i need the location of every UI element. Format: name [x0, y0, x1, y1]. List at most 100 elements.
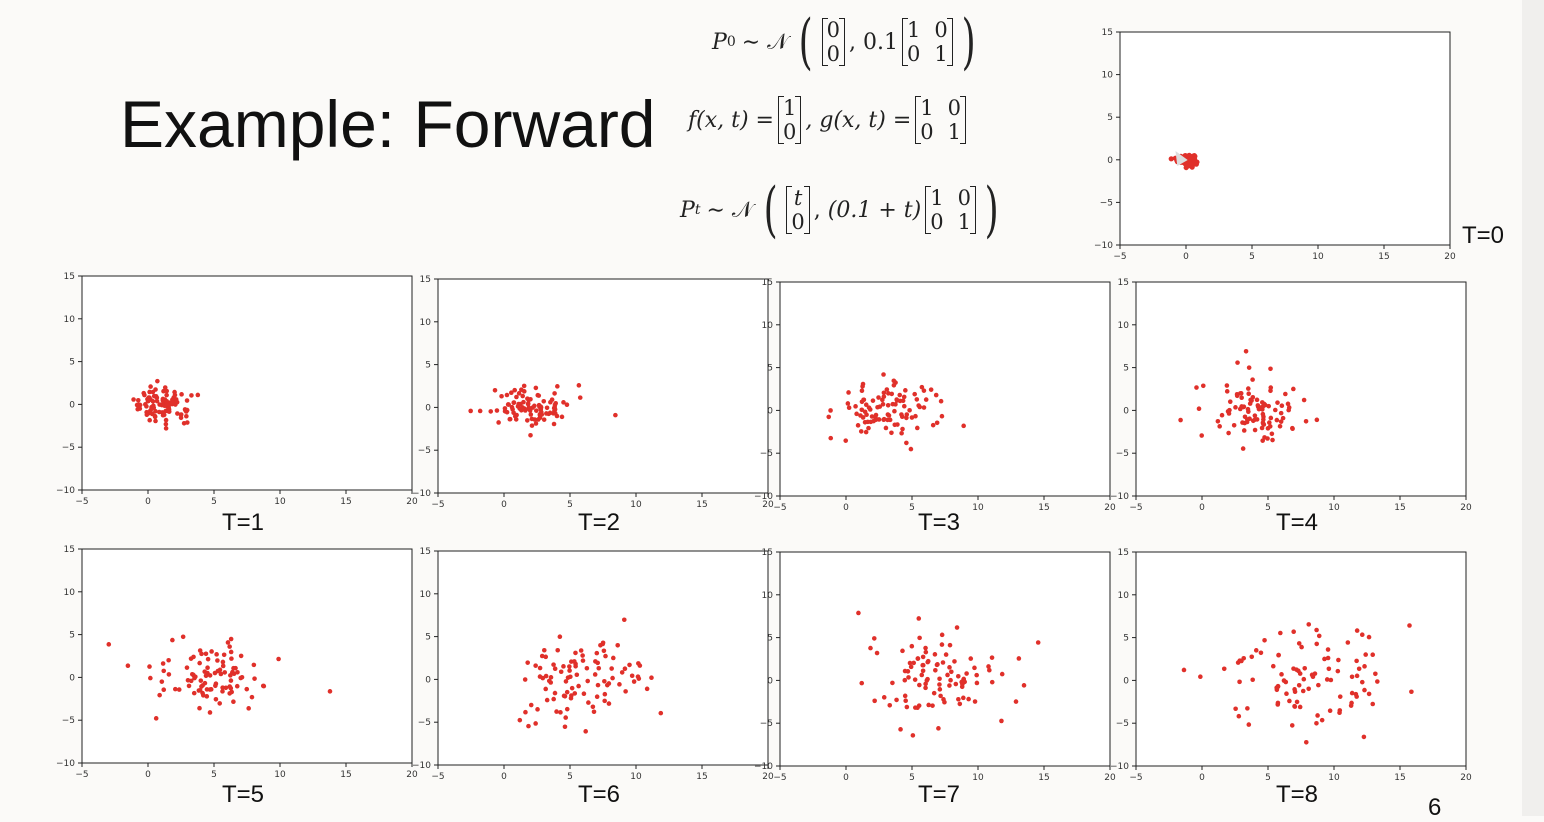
- data-point: [551, 696, 556, 702]
- data-point: [956, 696, 961, 702]
- data-point: [231, 665, 236, 671]
- data-point: [1245, 406, 1251, 412]
- data-point: [161, 668, 167, 674]
- x-tick-label: −5: [75, 770, 88, 780]
- data-point: [577, 395, 583, 400]
- data-point: [856, 610, 861, 616]
- data-point: [532, 403, 537, 409]
- y-tick-label: −5: [1116, 719, 1129, 729]
- y-tick-label: 0: [69, 400, 75, 410]
- data-point: [989, 679, 995, 685]
- data-point: [160, 661, 166, 666]
- pt-lhs: P: [680, 197, 695, 223]
- data-point: [892, 408, 897, 414]
- y-tick-label: 10: [1118, 591, 1130, 601]
- data-point: [535, 707, 540, 712]
- p0-sim: ∼ 𝒩: [741, 29, 789, 55]
- data-point: [917, 682, 922, 688]
- data-point: [1237, 679, 1242, 685]
- p0-cov-10: 0: [907, 42, 921, 66]
- x-tick-label: 15: [340, 770, 351, 780]
- chart-label: T=3: [918, 509, 960, 536]
- data-point: [557, 634, 563, 640]
- data-point: [492, 388, 498, 393]
- data-point: [533, 721, 538, 726]
- y-tick-label: 0: [767, 676, 773, 686]
- data-point: [920, 668, 926, 674]
- data-point: [1345, 640, 1351, 645]
- data-point: [1325, 655, 1331, 661]
- data-point: [902, 693, 908, 699]
- data-point: [148, 675, 153, 681]
- plot-frame: [437, 550, 769, 766]
- data-point: [198, 678, 204, 683]
- data-point: [1215, 418, 1221, 424]
- x-tick-label: −5: [1113, 252, 1126, 262]
- data-point: [1241, 428, 1247, 433]
- data-point: [512, 387, 518, 393]
- y-tick-label: 15: [420, 547, 431, 557]
- data-point: [1373, 671, 1378, 677]
- data-point: [895, 422, 900, 427]
- data-point: [552, 690, 558, 696]
- data-point: [887, 702, 893, 708]
- y-tick-label: 10: [64, 315, 76, 325]
- data-point: [1291, 629, 1296, 635]
- data-point: [1275, 400, 1280, 405]
- x-tick-label: 20: [1104, 503, 1116, 513]
- data-point: [1310, 674, 1316, 679]
- data-point: [937, 687, 943, 692]
- data-point: [1306, 686, 1311, 692]
- data-point: [1327, 708, 1333, 714]
- data-point: [276, 656, 281, 662]
- data-point: [195, 392, 201, 398]
- data-point: [1217, 424, 1222, 429]
- data-point: [1302, 665, 1308, 671]
- data-point: [184, 398, 190, 403]
- data-point: [156, 409, 162, 415]
- data-point: [147, 389, 152, 395]
- x-tick-label: 20: [406, 770, 418, 780]
- data-point: [868, 645, 873, 651]
- x-tick-label: 20: [1460, 773, 1472, 783]
- data-point: [204, 694, 210, 699]
- data-point: [1247, 401, 1253, 406]
- y-tick-label: 0: [425, 403, 431, 413]
- data-point: [596, 665, 602, 671]
- data-point: [1319, 717, 1325, 723]
- data-point: [952, 659, 957, 664]
- data-point: [563, 715, 568, 720]
- data-point: [932, 652, 938, 657]
- data-point: [933, 668, 938, 673]
- data-point: [246, 706, 251, 711]
- data-point: [846, 390, 851, 395]
- data-point: [148, 384, 153, 389]
- data-point: [1300, 688, 1306, 694]
- data-point: [595, 682, 601, 688]
- data-point: [915, 656, 921, 661]
- data-point: [1294, 699, 1300, 705]
- data-point: [234, 683, 240, 689]
- data-point: [904, 412, 910, 417]
- data-point: [544, 405, 550, 411]
- data-point: [197, 705, 202, 711]
- data-point: [148, 407, 154, 413]
- p0-lhs: P: [712, 29, 727, 55]
- data-point: [1316, 633, 1322, 639]
- data-point: [218, 671, 224, 677]
- y-tick-label: 15: [1118, 278, 1129, 288]
- data-point: [153, 716, 159, 721]
- data-point: [528, 702, 534, 708]
- data-point: [883, 425, 889, 431]
- data-point: [948, 677, 953, 683]
- data-point: [939, 632, 945, 638]
- data-point: [159, 679, 165, 684]
- data-point: [1361, 734, 1367, 740]
- data-point: [1250, 677, 1255, 683]
- x-tick-label: 5: [909, 503, 915, 513]
- data-point: [518, 401, 523, 407]
- data-point: [910, 733, 916, 738]
